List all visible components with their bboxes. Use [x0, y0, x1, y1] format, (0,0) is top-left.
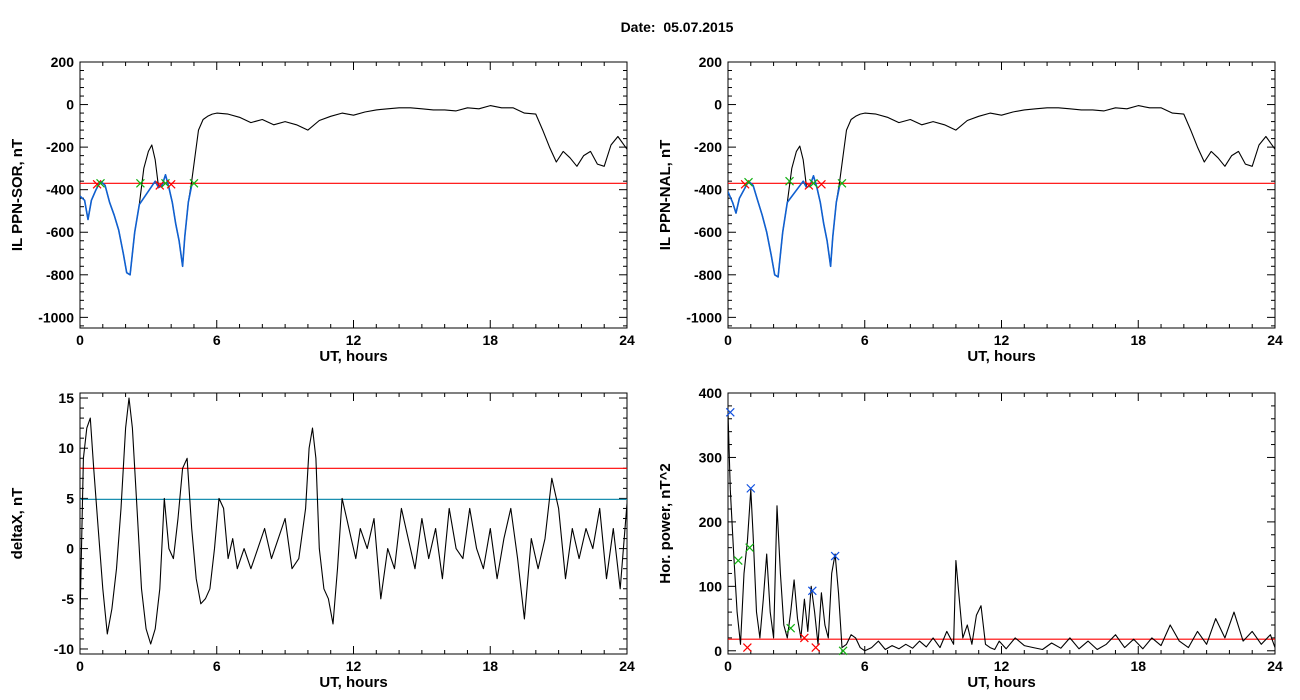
y-tick-label: -800 [46, 267, 74, 283]
x-tick-label: 12 [994, 332, 1010, 348]
y-tick-label: -400 [46, 182, 74, 198]
plot-area [728, 412, 1275, 652]
y-tick-label: 200 [699, 54, 723, 70]
y-tick-label: 100 [699, 578, 723, 594]
y-tick-label: -1000 [38, 309, 74, 325]
plot-frame [79, 392, 628, 655]
y-tick-label: -1000 [686, 309, 722, 325]
marker-marker_blue [807, 586, 817, 596]
y-tick-label: -200 [46, 139, 74, 155]
series-line-selected [80, 174, 193, 276]
x-tick-label: 0 [76, 332, 84, 348]
y-tick-label: 0 [66, 541, 74, 557]
marker-marker_green [96, 178, 105, 188]
marker-marker_green [733, 556, 743, 565]
chart-panel-deltax: 0 6 12 18 24 15 10 5 0 -5 -10 UT, hours deltaX, nT [9, 390, 635, 691]
x-tick-label: 24 [1267, 658, 1283, 674]
x-tick-label: 6 [213, 332, 221, 348]
chart-panel-il-ppn-nal: 0 6 12 18 24 200 0 -200 -400 -600 -800 -1000 UT, hou… [657, 54, 1283, 365]
y-tick-label: 10 [58, 440, 74, 456]
y-tick-label: -600 [694, 224, 722, 240]
y-tick-label: -600 [46, 224, 74, 240]
x-axis-label: UT, hours [967, 348, 1035, 365]
marker-marker_green [189, 178, 199, 188]
x-axis-label: UT, hours [967, 674, 1035, 691]
y-tick-label: 15 [58, 390, 74, 406]
x-axis-label: UT, hours [319, 348, 387, 365]
y-tick-label: 300 [699, 449, 723, 465]
x-tick-label: 12 [346, 332, 362, 348]
y-tick-label: 0 [66, 97, 74, 113]
marker-marker_blue [830, 551, 840, 561]
marker-marker_red [155, 180, 165, 190]
series-line-selected [728, 175, 841, 278]
plot-area [728, 105, 1275, 278]
marker-marker_blue [746, 483, 756, 493]
plot-area [80, 397, 627, 645]
plot-area [80, 105, 627, 276]
marker-marker_red [811, 643, 821, 652]
x-tick-label: 0 [76, 658, 84, 674]
y-tick-label: -10 [54, 641, 74, 657]
y-axis-label: IL PPN-SOR, nT [9, 139, 26, 251]
plot-frame [727, 61, 1276, 329]
x-tick-label: 24 [1267, 332, 1283, 348]
x-tick-label: 6 [861, 658, 869, 674]
x-axis-label: UT, hours [319, 674, 387, 691]
x-tick-label: 6 [861, 332, 869, 348]
marker-marker_green [809, 178, 818, 188]
x-tick-label: 6 [213, 658, 221, 674]
marker-marker_green [838, 646, 848, 656]
y-tick-label: -800 [694, 267, 722, 283]
y-tick-label: -200 [694, 139, 722, 155]
chart-panel-hor-power: 0 6 12 18 24 0 100 200 300 400 UT, hours Hor. power… [657, 385, 1283, 691]
y-tick-label: 400 [699, 385, 723, 401]
y-axis-label: Hor. power, nT^2 [657, 463, 674, 583]
page-title: Date: 05.07.2015 [620, 19, 734, 35]
marker-marker_green [837, 178, 847, 188]
chart-panel-il-ppn-sor: 0 6 12 18 24 200 0 -200 -400 -600 -800 -1000 UT, hou… [9, 54, 635, 365]
marker-marker_red [804, 180, 814, 190]
y-tick-label: 0 [714, 643, 722, 659]
marker-marker_green [786, 623, 796, 633]
plot-frame [79, 61, 628, 329]
x-tick-label: 12 [346, 658, 362, 674]
series-line-data [728, 105, 1275, 278]
marker-marker_green [744, 177, 753, 187]
marker-marker_red [742, 643, 752, 652]
plot-frame [727, 392, 1276, 655]
x-tick-label: 24 [619, 658, 635, 674]
marker-marker_blue [725, 407, 735, 417]
y-tick-label: 0 [714, 97, 722, 113]
series-line-data [80, 105, 627, 276]
series-line-data [728, 412, 1275, 652]
marker-marker_red [817, 179, 826, 189]
y-axis-label: deltaX, nT [9, 488, 26, 560]
x-tick-label: 18 [482, 332, 498, 348]
y-tick-label: -400 [694, 182, 722, 198]
x-tick-label: 12 [994, 658, 1010, 674]
marker-marker_red [799, 633, 809, 643]
y-axis-label: IL PPN-NAL, nT [657, 140, 674, 251]
y-tick-label: 200 [699, 514, 723, 530]
y-tick-label: 200 [51, 54, 75, 70]
y-tick-label: -5 [62, 591, 75, 607]
x-tick-label: 18 [1130, 658, 1146, 674]
marker-marker_red [166, 179, 176, 189]
marker-marker_green [135, 178, 145, 188]
x-tick-label: 0 [724, 658, 732, 674]
x-tick-label: 24 [619, 332, 635, 348]
marker-marker_red [92, 179, 102, 189]
x-tick-label: 0 [724, 332, 732, 348]
x-tick-label: 18 [1130, 332, 1146, 348]
marker-marker_green [745, 543, 755, 553]
marker-marker_green [785, 176, 794, 186]
series-line-data [80, 397, 627, 645]
x-tick-label: 18 [482, 658, 498, 674]
y-tick-label: 5 [66, 490, 74, 506]
